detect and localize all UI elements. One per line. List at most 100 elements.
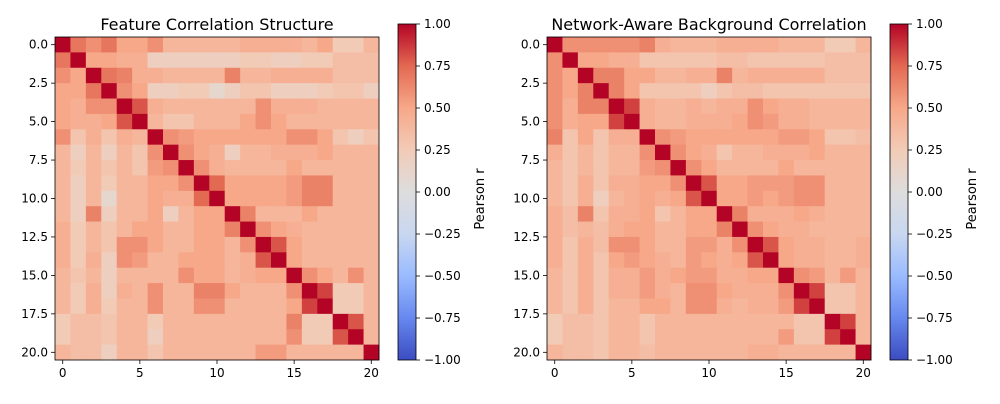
right-heatmap-cell: [655, 283, 671, 299]
right-heatmap-cell: [855, 221, 872, 238]
right-heatmap-cell: [670, 144, 687, 161]
right-heatmap-cell: [732, 129, 748, 146]
right-heatmap-cell: [608, 313, 625, 330]
right-heatmap-cell: [608, 175, 625, 192]
left-heatmap-cell: [70, 221, 87, 238]
right-heatmap-cell: [840, 83, 856, 99]
right-heatmap-cell: [732, 52, 748, 69]
left-y-tick-label: 20.0: [21, 345, 48, 359]
left-heatmap-cell: [224, 190, 241, 207]
left-heatmap-cell: [209, 190, 226, 207]
left-heatmap-cell: [193, 37, 210, 53]
right-heatmap-cell: [670, 267, 687, 284]
left-heatmap-cell: [255, 298, 272, 315]
right-heatmap-cell: [547, 206, 563, 222]
left-heatmap-cell: [101, 221, 118, 238]
left-heatmap-cell: [301, 37, 318, 53]
right-heatmap-cell: [655, 252, 671, 269]
left-heatmap-cell: [255, 67, 272, 84]
left-heatmap-cell: [116, 83, 133, 99]
right-heatmap-cell: [577, 313, 594, 330]
right-y-tick-label: 10.0: [513, 192, 540, 206]
right-heatmap-cell: [778, 283, 795, 299]
right-heatmap-cell: [547, 313, 563, 330]
right-heatmap-cell: [778, 344, 795, 361]
left-heatmap-cell: [240, 160, 256, 176]
right-heatmap-cell: [716, 252, 733, 269]
right-heatmap-cell: [547, 329, 563, 346]
right-y-tick-label: 12.5: [513, 230, 540, 244]
right-heatmap-cell: [778, 37, 795, 53]
left-heatmap-cell: [163, 206, 179, 222]
right-heatmap-cell: [608, 83, 625, 99]
right-heatmap-cell: [670, 113, 687, 130]
right-heatmap-cell: [824, 129, 841, 146]
left-heatmap-cell: [101, 113, 118, 130]
right-heatmap-cell: [547, 267, 563, 284]
right-heatmap-cell: [701, 83, 718, 99]
right-heatmap-cell: [778, 113, 795, 130]
left-heatmap-cell: [286, 298, 303, 315]
left-heatmap-cell: [348, 52, 364, 69]
right-heatmap-cell: [763, 344, 779, 361]
left-heatmap-cell: [193, 329, 210, 346]
right-heatmap-cell: [624, 52, 640, 69]
left-colorbar-tick-label: 0.75: [424, 59, 451, 73]
right-heatmap-cell: [670, 98, 687, 115]
right-heatmap-cell: [732, 206, 748, 222]
right-chart: Network-Aware Background Correlation 0 5 1…: [513, 15, 980, 380]
right-heatmap-cell: [778, 206, 795, 222]
right-x-tick-label: 15: [779, 366, 794, 380]
right-heatmap-cell: [732, 298, 748, 315]
right-heatmap-cell: [547, 344, 563, 361]
left-heatmap-cell: [85, 98, 102, 115]
right-heatmap-cell: [562, 190, 579, 207]
left-heatmap-cell: [255, 267, 272, 284]
right-y-tick-label: 0.0: [521, 38, 540, 52]
left-heatmap-cell: [163, 37, 179, 53]
right-y-tick-label: 17.5: [513, 307, 540, 321]
left-heatmap-cell: [224, 52, 241, 69]
left-heatmap-cell: [286, 236, 303, 253]
left-heatmap-cell: [85, 67, 102, 84]
right-heatmap-cell: [608, 283, 625, 299]
right-heatmap-cell: [685, 98, 702, 115]
left-x-tick-label: 0: [59, 366, 67, 380]
right-heatmap-cell: [778, 252, 795, 269]
right-heatmap-cell: [685, 206, 702, 222]
left-heatmap-cell: [271, 113, 287, 130]
right-heatmap-cell: [608, 329, 625, 346]
left-heatmap-cell: [55, 52, 71, 69]
left-heatmap-cell: [209, 37, 226, 53]
right-heatmap-cell: [655, 344, 671, 361]
left-heatmap-cell: [317, 298, 334, 315]
left-heatmap-cell: [147, 206, 164, 222]
left-heatmap-cell: [363, 298, 380, 315]
left-colorbar-tick-label: 0.50: [424, 101, 451, 115]
left-heatmap-cell: [132, 283, 148, 299]
right-heatmap-cell: [716, 313, 733, 330]
left-heatmap-cell: [85, 329, 102, 346]
left-heatmap-cell: [147, 37, 164, 53]
left-heatmap-cell: [85, 83, 102, 99]
right-heatmap-cell: [685, 67, 702, 84]
right-heatmap-cell: [855, 344, 872, 361]
left-heatmap-cell: [255, 329, 272, 346]
left-heatmap-cell: [240, 37, 256, 53]
left-heatmap-cell: [147, 252, 164, 269]
right-heatmap-cell: [655, 313, 671, 330]
right-heatmap-cell: [763, 83, 779, 99]
left-heatmap-cell: [116, 190, 133, 207]
left-heatmap-cell: [348, 344, 364, 361]
left-heatmap-cell: [132, 267, 148, 284]
right-heatmap-cell: [778, 52, 795, 69]
right-heatmap-cell: [809, 236, 826, 253]
left-heatmap-cell: [178, 129, 195, 146]
right-heatmap-cell: [655, 206, 671, 222]
left-heatmap-cell: [147, 113, 164, 130]
left-heatmap-cell: [317, 283, 334, 299]
left-heatmap-cell: [163, 267, 179, 284]
left-heatmap-cell: [178, 113, 195, 130]
left-heatmap-cell: [101, 144, 118, 161]
